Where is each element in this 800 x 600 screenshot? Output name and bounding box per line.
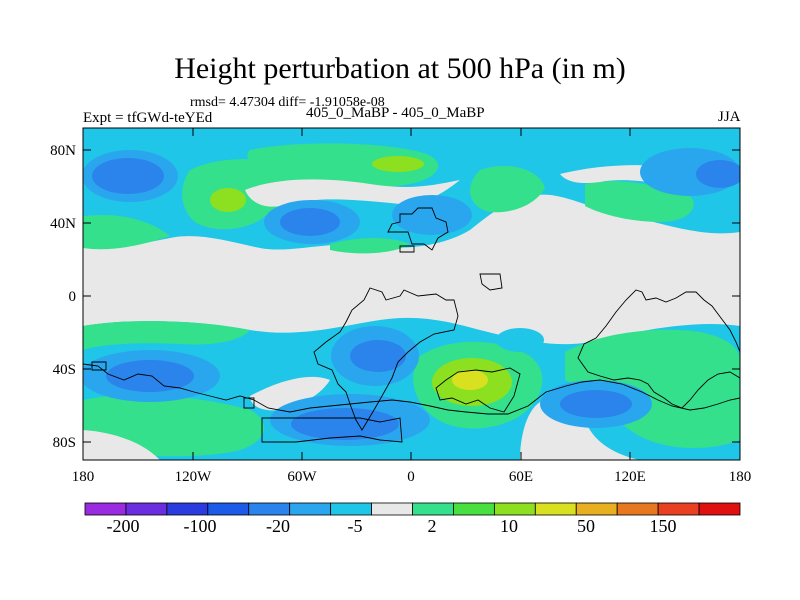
nh-green-4 bbox=[469, 166, 545, 213]
contour-field bbox=[83, 128, 740, 460]
y-axis-labels: 80N 40N 0 40S 80S bbox=[50, 143, 76, 451]
xlabel-60w: 60W bbox=[287, 469, 317, 485]
subtitle: 405_0_MaBP - 405_0_MaBP bbox=[306, 105, 485, 121]
coast-island-4 bbox=[243, 397, 255, 409]
cbar-label-3: -20 bbox=[266, 516, 290, 536]
coast-australia bbox=[577, 289, 740, 409]
ylabel-0: 0 bbox=[69, 289, 77, 305]
coast-antarctica-inner bbox=[261, 417, 403, 443]
xlabel-180-right: 180 bbox=[729, 469, 752, 485]
nh-lime-1 bbox=[210, 188, 246, 212]
coast-island-1 bbox=[399, 245, 415, 253]
colorbar-swatch bbox=[493, 502, 536, 516]
colorbar-swatch bbox=[207, 502, 250, 516]
nh-blue-1b bbox=[92, 158, 164, 194]
ylabel-40n: 40N bbox=[50, 216, 76, 232]
colorbar-swatch bbox=[616, 502, 659, 516]
nh-green-6 bbox=[330, 238, 410, 254]
colorbar-swatch bbox=[248, 502, 291, 516]
cbar-label-5: 2 bbox=[428, 516, 437, 536]
cbar-label-6: 10 bbox=[500, 516, 518, 536]
xlabel-180-left: 180 bbox=[72, 469, 95, 485]
sh-gap-1 bbox=[250, 376, 330, 411]
nh-gap-1 bbox=[83, 128, 238, 160]
coastlines bbox=[83, 207, 740, 443]
experiment-label: Expt = tfGWd-teYEd bbox=[83, 110, 213, 126]
colorbar-swatch bbox=[166, 502, 209, 516]
sh-blue-4b bbox=[560, 390, 632, 418]
xlabel-120w: 120W bbox=[175, 469, 213, 485]
x-axis-labels: 180 120W 60W 0 60E 120E 180 bbox=[72, 469, 752, 485]
colorbar-swatch bbox=[698, 502, 741, 516]
colorbar-swatch bbox=[657, 502, 700, 516]
nh-blue-3 bbox=[392, 195, 472, 235]
coast-south-america bbox=[313, 287, 459, 431]
coast-north-america bbox=[387, 207, 449, 251]
xlabel-0: 0 bbox=[407, 469, 415, 485]
cbar-label-1: -200 bbox=[107, 516, 140, 536]
nh-blue-2b bbox=[280, 208, 340, 236]
rmsd-diff-stats: rmsd= 4.47304 diff= -1.91058e-08 bbox=[190, 95, 385, 110]
colorbar-swatch bbox=[125, 502, 168, 516]
ylabel-80s: 80S bbox=[53, 435, 76, 451]
nh-blue-4b bbox=[696, 160, 740, 188]
colorbar-swatch bbox=[289, 502, 332, 516]
sh-blue-5 bbox=[496, 328, 544, 352]
cbar-label-2: -100 bbox=[184, 516, 217, 536]
colorbar-swatch bbox=[330, 502, 372, 516]
sh-blue-2b bbox=[291, 408, 399, 440]
colorbar bbox=[84, 502, 741, 516]
nh-green-1 bbox=[83, 214, 170, 250]
sh-green-left bbox=[83, 321, 250, 350]
coast-africa bbox=[435, 367, 521, 413]
colorbar-swatch bbox=[453, 502, 495, 516]
coast-island-2 bbox=[479, 273, 503, 291]
nh-lime-2 bbox=[372, 156, 424, 172]
nh-green-3 bbox=[247, 143, 439, 188]
plot-title: Height perturbation at 500 hPa (in m) bbox=[174, 52, 626, 85]
xlabel-120e: 120E bbox=[614, 469, 646, 485]
coast-island-3 bbox=[91, 361, 107, 371]
colorbar-labels: -200 -100 -20 -5 2 10 50 150 bbox=[107, 516, 677, 536]
colorbar-swatch bbox=[84, 502, 127, 516]
sh-yellow bbox=[452, 370, 488, 390]
cbar-label-8: 150 bbox=[650, 516, 677, 536]
coast-antarctica bbox=[83, 363, 740, 415]
ylabel-80n: 80N bbox=[50, 143, 76, 159]
ylabel-40s: 40S bbox=[53, 362, 76, 378]
colorbar-swatch bbox=[412, 502, 454, 516]
sh-green-right bbox=[565, 329, 740, 449]
colorbar-swatch bbox=[575, 502, 618, 516]
sh-gap-3 bbox=[83, 430, 160, 460]
cbar-label-4: -5 bbox=[348, 516, 363, 536]
season-label: JJA bbox=[718, 109, 741, 125]
cbar-label-7: 50 bbox=[577, 516, 595, 536]
axis-ticks bbox=[83, 128, 740, 460]
xlabel-60e: 60E bbox=[509, 469, 533, 485]
colorbar-swatch bbox=[534, 502, 577, 516]
sh-blue-3b bbox=[350, 340, 406, 372]
colorbar-swatch bbox=[371, 502, 413, 516]
